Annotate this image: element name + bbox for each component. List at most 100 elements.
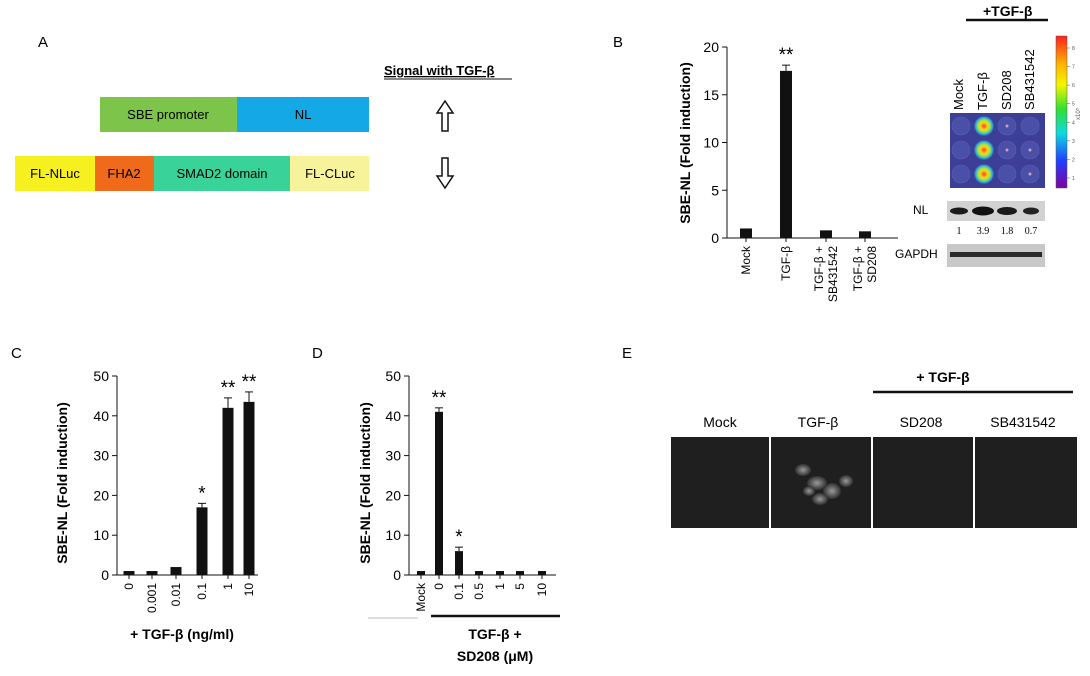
sbe-promoter-label: SBE promoter — [127, 107, 209, 122]
panel-d-letter: D — [312, 345, 323, 362]
x-tick-label-d: 5 — [513, 583, 527, 590]
panel-d: D SBE-NL (Fold induction) 0 10 20 30 40 50 Moc… — [312, 345, 560, 664]
y-tick-label-c: 10 — [93, 527, 109, 543]
wb-treat-label: +TGF-β — [983, 3, 1033, 19]
panel-a: A Signal with TGF-β SBE promoter NL FL-N… — [15, 34, 512, 191]
x-tick-label-d: 0.1 — [452, 583, 466, 600]
nl-block-label: NL — [295, 107, 312, 122]
x-tick-label-c: 0 — [122, 583, 136, 590]
smad2-domain-block — [154, 156, 290, 191]
x-tick-label-d: 1 — [493, 583, 507, 590]
y-tick-label-b: 5 — [711, 182, 719, 198]
x-tick-label-b: Mock — [739, 245, 753, 275]
panel-e-letter: E — [622, 345, 632, 362]
bar-c — [170, 567, 182, 575]
wb-nl-value-3: 1.8 — [1001, 226, 1014, 237]
y-tick-label-c: 40 — [93, 408, 109, 424]
bar-b — [859, 231, 871, 238]
y-tick-label-d: 40 — [385, 408, 401, 424]
lane-label-sd208: SD208 — [999, 70, 1014, 110]
chart-d-ylabel: SBE-NL (Fold induction) — [357, 402, 373, 564]
x-tick-label-b: TGF-β — [779, 246, 793, 281]
x-tick-label-b: TGF-β +SD208 — [851, 246, 879, 292]
y-tick-label-d: 20 — [385, 487, 401, 503]
y-tick-label-d: 50 — [385, 368, 401, 384]
significance-c: ** — [221, 378, 236, 399]
y-tick-label-b: 20 — [703, 39, 719, 55]
y-tick-label-c: 20 — [93, 487, 109, 503]
down-arrow-icon — [435, 157, 455, 190]
micrograph-sb431542 — [975, 437, 1077, 528]
y-tick-label-c: 30 — [93, 448, 109, 464]
wb-nl-blot — [947, 201, 1045, 221]
fha2-label: FHA2 — [107, 166, 140, 181]
y-tick-label-b: 0 — [711, 230, 719, 246]
significance-c: * — [198, 483, 206, 504]
bar-d — [475, 571, 483, 575]
wb-row-label-gapdh: GAPDH — [895, 247, 938, 261]
chart-d-group-label-2: SD208 (μM) — [457, 648, 533, 664]
y-tick-label-d: 30 — [385, 448, 401, 464]
chart-c-xlabel: + TGF-β (ng/ml) — [130, 626, 234, 642]
panel-e-label-sd208: SD208 — [900, 414, 943, 430]
bar-c — [123, 571, 135, 575]
panel-b-letter: B — [613, 34, 623, 51]
wb-nl-value-2: 3.9 — [977, 226, 990, 237]
x-tick-label-d: Mock — [414, 582, 428, 612]
panel-c-letter: C — [11, 345, 22, 362]
up-arrow-icon — [435, 99, 455, 132]
x-tick-label-d: 0.5 — [472, 583, 486, 600]
chart-d: 0 10 20 30 40 50 Mock ** 0 * 0.1 0.5 1 5 10 — [385, 368, 556, 612]
x-tick-label-d: 0 — [432, 583, 446, 590]
colorbar-unit: x10⁵ — [1075, 107, 1082, 120]
panel-e-label-sb431542: SB431542 — [990, 414, 1056, 430]
colorbar-tick-label: 3 — [1072, 139, 1075, 145]
y-tick-label-c: 50 — [93, 368, 109, 384]
colorbar-tick-label: 6 — [1072, 83, 1075, 89]
y-tick-label-c: 0 — [101, 567, 109, 583]
x-tick-label-c: 0.001 — [145, 583, 159, 613]
y-tick-label-b: 15 — [703, 87, 719, 103]
panel-a-letter: A — [38, 34, 48, 51]
y-tick-label-b: 10 — [703, 135, 719, 151]
bar-d — [538, 571, 546, 575]
panel-e-label-mock: Mock — [703, 414, 737, 430]
bar-d — [496, 571, 504, 575]
bar-c — [146, 571, 158, 575]
colorbar-tick-label: 4 — [1072, 120, 1075, 126]
chart-c: 0 10 20 30 40 50 0 0.001 0.01 * 0.1 ** 1 ** 10 — [93, 368, 258, 613]
micrograph-tgfb — [771, 437, 871, 528]
colorbar-tick-label: 1 — [1072, 176, 1075, 182]
fl-cluc-label: FL-CLuc — [305, 166, 355, 181]
bar-c — [222, 407, 234, 575]
panel-c: C SBE-NL (Fold induction) 0 10 20 30 40 50 0 0.… — [11, 345, 258, 642]
y-tick-label-d: 10 — [385, 527, 401, 543]
micrograph-mock — [671, 437, 769, 528]
x-tick-label-c: 10 — [242, 583, 256, 597]
luminescence-image — [950, 113, 1045, 188]
panel-e-treat-label: + TGF-β — [916, 369, 970, 385]
panel-b: B SBE-NL (Fold induction) 05101520Mock**… — [613, 3, 1082, 302]
lane-label-sb431542: SB431542 — [1022, 49, 1037, 110]
micrograph-sd208 — [873, 437, 973, 528]
significance-b: ** — [779, 45, 794, 66]
luminescence-colorbar: 8 7 6 5 4 3 2 1 x10⁵ — [1055, 35, 1082, 189]
sbe-promoter-block — [100, 97, 237, 132]
nl-block — [237, 97, 369, 132]
chart-b-ylabel: SBE-NL (Fold induction) — [677, 62, 693, 224]
wb-nl-value-4: 0.7 — [1025, 226, 1038, 237]
bar-b — [780, 70, 792, 238]
colorbar-tick-label: 2 — [1072, 157, 1075, 163]
significance-d: * — [455, 527, 463, 548]
bar-c — [196, 507, 208, 575]
colorbar-tick-label: 5 — [1072, 102, 1075, 108]
chart-b: 0 5 10 15 20 Mock ** TGF-β TGF-β +SB431542 TGF-β … — [703, 39, 898, 302]
bar-d — [435, 411, 443, 575]
panel-e-label-tgfb: TGF-β — [798, 414, 839, 430]
fha2-block — [95, 156, 154, 191]
bar-d — [516, 571, 524, 575]
wb-row-label-nl: NL — [913, 203, 929, 217]
significance-d: ** — [432, 388, 447, 409]
bar-b — [820, 230, 832, 238]
lane-label-mock: Mock — [951, 78, 966, 110]
